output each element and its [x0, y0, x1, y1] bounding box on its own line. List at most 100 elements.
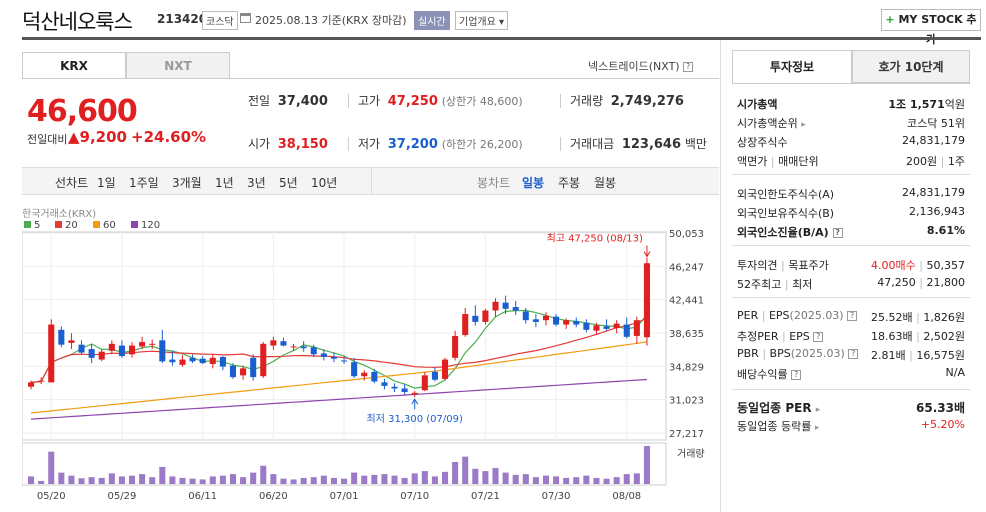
- candle-body: [78, 344, 85, 353]
- candle-body: [492, 301, 499, 311]
- volume-bar: [563, 477, 570, 484]
- volume-bar: [199, 479, 206, 484]
- volume-bar: [320, 475, 327, 484]
- help-icon[interactable]: ?: [813, 332, 824, 342]
- est-eps-label: EPS: [789, 330, 810, 343]
- legend-label-ma20: 20: [65, 220, 78, 231]
- volume-bar: [219, 475, 226, 484]
- candle-body: [38, 380, 45, 382]
- y-tick-label: 46,247: [669, 262, 704, 273]
- w52-value: 47,250 | 21,800: [877, 276, 965, 289]
- rank-label[interactable]: 시가총액순위: [737, 117, 798, 130]
- unit-value: 1주: [947, 155, 965, 168]
- company-info-dropdown[interactable]: 기업개요 ▾: [455, 11, 508, 30]
- legend-swatch-ma5: [24, 221, 31, 228]
- dividend-label: 배당수익률: [737, 368, 788, 381]
- stock-chart[interactable]: 한국거래소(KRX) 5 20 60 120 50,053 46,247 42,441 38…: [22, 203, 719, 512]
- industry-per-label[interactable]: 동일업종 PER: [737, 401, 812, 415]
- volume-bar: [431, 476, 438, 484]
- volume-bar: [341, 478, 348, 484]
- period-1w[interactable]: 1주일: [129, 176, 159, 190]
- period-3m[interactable]: 3개월: [172, 176, 202, 190]
- prev-close: 전일 37,400: [248, 92, 328, 109]
- candle-body: [411, 392, 418, 395]
- volume-bar: [38, 480, 45, 484]
- face-value: 200원: [906, 155, 938, 168]
- section-divider: [732, 389, 970, 390]
- candle-body: [421, 375, 428, 391]
- industry-rate-label[interactable]: 동일업종 등락률: [737, 420, 812, 433]
- divider: [348, 94, 349, 108]
- period-daily[interactable]: 일봉: [522, 176, 545, 190]
- period-3y[interactable]: 3년: [247, 176, 266, 190]
- tab-orderbook[interactable]: 호가 10단계: [852, 50, 970, 83]
- candle-body: [361, 372, 368, 377]
- target-label: 목표주가: [788, 259, 829, 272]
- candle-body: [603, 326, 610, 329]
- legend-swatch-ma120: [131, 221, 138, 228]
- volume-bar: [472, 468, 479, 484]
- realtime-button[interactable]: 실시간: [414, 11, 450, 30]
- help-icon[interactable]: ?: [848, 349, 859, 359]
- x-tick-label: 08/08: [612, 491, 641, 502]
- nxt-link[interactable]: 넥스트레이드(NXT) ?: [588, 58, 694, 74]
- chevron-right-icon: ▸: [801, 120, 806, 130]
- change-label: 전일대비: [27, 133, 68, 146]
- market-cap-num: 1조 1,571: [888, 98, 945, 111]
- legend-swatch-ma20: [55, 221, 62, 228]
- candle-body: [542, 315, 550, 321]
- tab-nxt[interactable]: NXT: [126, 52, 230, 79]
- mystock-add-button[interactable]: + MY STOCK 추가: [881, 9, 981, 46]
- candle-chart-label: 봉차트: [477, 176, 511, 190]
- pbr-row: PBR | BPS(2025.03) ? 2.81배 | 16,575원: [737, 347, 965, 362]
- candle-body: [583, 322, 590, 330]
- volume-bar: [542, 475, 550, 484]
- high-value: 47,250: [387, 94, 438, 109]
- y-axis-labels: 50,053 46,247 42,441 38,635 34,829 31,023 27,2…: [669, 229, 704, 440]
- bps-value: 16,575원: [916, 349, 965, 362]
- help-icon[interactable]: ?: [832, 228, 843, 238]
- stock-name: 덕산네오룩스: [22, 10, 133, 34]
- candle-body: [381, 382, 388, 386]
- candle-body: [452, 335, 459, 358]
- period-5y[interactable]: 5년: [279, 176, 298, 190]
- period-monthly[interactable]: 월봉: [594, 176, 617, 190]
- candle-body: [633, 320, 640, 336]
- stock-code: 213420: [157, 12, 208, 26]
- volume-bar: [381, 474, 388, 484]
- opinion-value: 4.00매수: [871, 259, 916, 272]
- help-icon[interactable]: ?: [791, 370, 802, 380]
- w52-low: 21,800: [926, 276, 966, 289]
- target-value: 50,357: [926, 259, 966, 272]
- section-divider: [732, 297, 970, 298]
- volume-bar: [553, 476, 560, 484]
- tab-underline: [732, 83, 970, 84]
- period-weekly[interactable]: 주봉: [558, 176, 581, 190]
- x-axis-labels: 05/20 05/29 06/11 06/20 07/01 07/10 07/21 07/30…: [37, 491, 641, 502]
- volume-bar: [522, 474, 529, 484]
- volume-bar: [371, 474, 378, 484]
- candle-body: [522, 311, 529, 321]
- chart-legend: 5 20 60 120: [24, 220, 160, 231]
- tab-krx[interactable]: KRX: [22, 52, 126, 79]
- volume-bar: [78, 478, 85, 484]
- tab-invest-info[interactable]: 투자정보: [732, 50, 852, 83]
- volume-bar: [169, 476, 176, 484]
- period-1d[interactable]: 1일: [97, 176, 116, 190]
- y-tick-label: 50,053: [669, 229, 704, 240]
- volume-bar: [310, 477, 317, 484]
- period-10y[interactable]: 10년: [311, 176, 338, 190]
- help-icon[interactable]: ?: [683, 62, 694, 72]
- chart-source: 한국거래소(KRX): [22, 208, 96, 220]
- volume-bar: [229, 474, 237, 484]
- volume-bar: [88, 477, 95, 484]
- period-1y[interactable]: 1년: [215, 176, 234, 190]
- mystock-label: MY STOCK 추가: [898, 13, 977, 46]
- divider: [560, 94, 561, 108]
- help-icon[interactable]: ?: [847, 311, 858, 321]
- volume-bar: [613, 477, 620, 484]
- section-divider: [732, 174, 970, 175]
- candle-body: [189, 357, 196, 362]
- pbr-value: 2.81배: [871, 349, 906, 362]
- volume-bar: [452, 461, 459, 484]
